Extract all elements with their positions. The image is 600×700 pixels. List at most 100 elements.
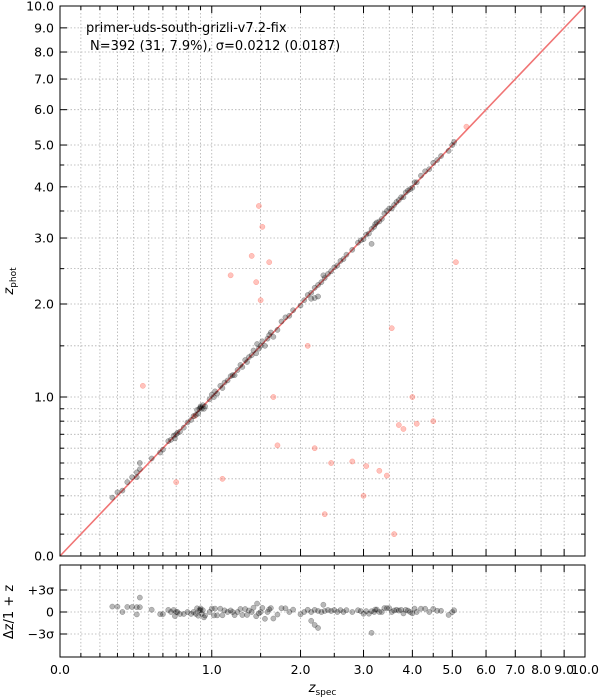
residual-point [194,605,200,612]
data-point [308,289,315,296]
data-point [246,354,252,360]
outlier-point [256,203,262,209]
residual-point [136,604,143,611]
residual-point [239,612,246,618]
data-point [211,394,217,400]
data-point [136,460,143,466]
outlier-point [259,223,266,230]
x-tick-label: 1.0 [202,662,222,677]
data-point [184,419,191,426]
data-point [168,436,174,443]
residual-point [170,607,177,613]
residual-point [165,607,172,613]
outlier-point [463,123,470,130]
residual-point [337,607,344,613]
outlier-point [266,259,273,266]
residual-point [199,607,206,614]
residual-point [198,610,205,617]
residual-point [157,611,163,618]
outlier-point [413,420,420,427]
data-point [349,246,356,253]
data-point [398,194,404,201]
data-point [212,388,218,395]
data-point [308,295,315,302]
data-point [180,424,187,431]
residual-point [248,609,255,615]
data-point [195,410,202,417]
residual-point [244,612,250,618]
data-point [400,194,407,201]
data-point [304,292,311,298]
residual-point [320,601,327,608]
residual-point [201,614,207,621]
data-point [340,256,347,262]
x-tick-label: 10.0 [571,662,599,677]
data-point [360,236,367,243]
residual-point [371,609,378,615]
residual-point [160,611,166,618]
residual-point [400,610,407,617]
x-tick-label: 7.0 [505,662,525,677]
data-point [244,359,250,365]
residual-point [270,615,277,622]
data-point [366,230,372,237]
outlier-point [257,297,264,304]
y-tick-label: 7.0 [34,72,54,87]
residual-point [368,608,375,615]
y-tick-label: 3.0 [34,231,54,246]
data-point [311,295,318,301]
data-point [321,275,328,281]
residual-point [451,607,457,614]
data-point [197,403,204,410]
residual-point [274,611,281,618]
residual-point [328,608,334,614]
y-tick-label: 4.0 [34,179,54,194]
residual-point [227,607,234,614]
outlier-point [227,272,234,279]
residual-point [174,609,181,615]
y-tick-label: 8.0 [34,45,54,60]
x-tick-label: 0.0 [50,662,70,677]
data-point [422,168,428,175]
data-point [328,268,334,275]
data-point [227,373,234,380]
data-point [451,139,457,145]
data-point [109,494,116,501]
data-point [114,489,121,496]
data-point [239,364,246,370]
data-point [173,431,180,438]
data-point [413,179,420,186]
data-point [331,264,338,271]
outlier-point [430,418,437,425]
data-point [231,372,238,379]
data-point [262,342,268,349]
residual-point [229,609,236,615]
data-point [250,347,257,354]
data-point [219,385,226,391]
data-point [170,432,177,439]
residual-point [308,617,315,624]
x-axis-label: zspec [308,681,337,698]
y-tick-label: 9.0 [34,20,54,35]
residual-point [325,607,331,613]
residual-point [242,606,249,612]
residual-point [445,612,452,618]
data-point [201,405,207,412]
data-point [172,435,178,442]
residual-point [124,604,131,610]
residual-point [411,605,418,612]
data-point [315,293,321,300]
data-point [373,219,380,226]
residual-point [256,610,262,617]
data-point [320,272,327,279]
data-point [393,199,400,205]
residual-point [318,609,325,615]
data-point [376,218,383,225]
residual-point [119,609,126,615]
residual-point [379,609,385,615]
data-point [160,446,166,453]
data-point [386,205,393,212]
data-point [174,430,181,436]
data-point [445,147,452,154]
